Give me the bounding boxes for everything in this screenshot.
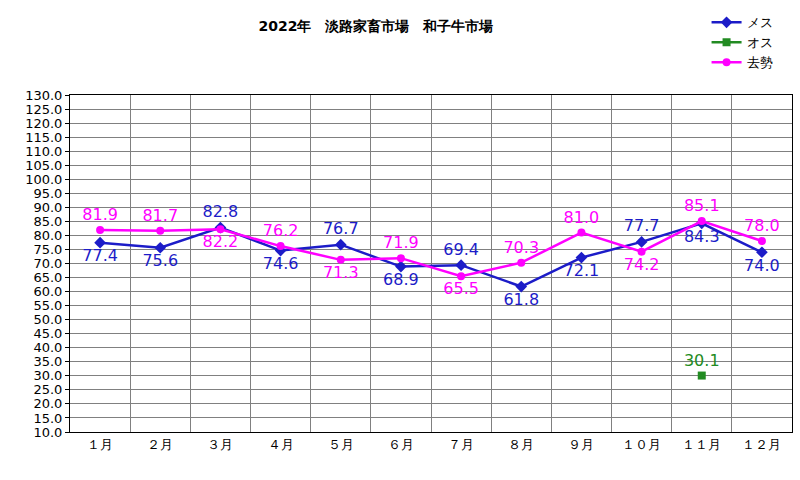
- svg-text:70.3: 70.3: [503, 238, 539, 257]
- svg-text:74.6: 74.6: [263, 254, 299, 273]
- svg-text:１１月: １１月: [682, 437, 721, 452]
- svg-text:50.0: 50.0: [33, 312, 62, 327]
- svg-text:95.0: 95.0: [33, 186, 62, 201]
- svg-text:25.0: 25.0: [33, 382, 62, 397]
- svg-text:90.0: 90.0: [33, 200, 62, 215]
- svg-text:130.0: 130.0: [25, 88, 62, 103]
- svg-text:85.0: 85.0: [33, 214, 62, 229]
- svg-text:７月: ７月: [448, 437, 474, 452]
- svg-text:１２月: １２月: [742, 437, 781, 452]
- svg-text:30.1: 30.1: [684, 351, 720, 370]
- svg-text:オス: オス: [747, 35, 773, 50]
- svg-text:60.0: 60.0: [33, 284, 62, 299]
- svg-text:メス: メス: [747, 15, 773, 30]
- svg-text:85.1: 85.1: [684, 196, 720, 215]
- svg-text:15.0: 15.0: [33, 411, 62, 426]
- svg-text:69.4: 69.4: [443, 240, 479, 259]
- svg-text:４月: ４月: [268, 437, 294, 452]
- svg-text:77.7: 77.7: [624, 216, 660, 235]
- svg-text:84.3: 84.3: [684, 227, 720, 246]
- svg-text:105.0: 105.0: [25, 158, 62, 173]
- svg-text:１０月: １０月: [622, 437, 661, 452]
- svg-text:20.0: 20.0: [33, 396, 62, 411]
- svg-text:35.0: 35.0: [33, 354, 62, 369]
- svg-text:2022年 淡路家畜市場 和子牛市場: 2022年 淡路家畜市場 和子牛市場: [259, 18, 494, 34]
- svg-text:５月: ５月: [328, 437, 354, 452]
- svg-text:115.0: 115.0: [25, 130, 62, 145]
- svg-text:78.0: 78.0: [744, 216, 780, 235]
- svg-text:81.0: 81.0: [564, 208, 600, 227]
- svg-text:81.9: 81.9: [82, 205, 118, 224]
- svg-text:45.0: 45.0: [33, 326, 62, 341]
- svg-text:71.9: 71.9: [383, 233, 419, 252]
- svg-text:76.7: 76.7: [323, 219, 359, 238]
- svg-text:68.9: 68.9: [383, 270, 419, 289]
- svg-text:６月: ６月: [388, 437, 414, 452]
- svg-text:３月: ３月: [207, 437, 233, 452]
- svg-text:去勢: 去勢: [747, 55, 773, 70]
- svg-text:８月: ８月: [508, 437, 534, 452]
- svg-text:２月: ２月: [147, 437, 173, 452]
- svg-text:40.0: 40.0: [33, 340, 62, 355]
- svg-text:110.0: 110.0: [25, 144, 62, 159]
- svg-text:10.0: 10.0: [33, 425, 62, 440]
- svg-text:74.2: 74.2: [624, 255, 660, 274]
- svg-text:76.2: 76.2: [263, 221, 299, 240]
- svg-text:120.0: 120.0: [25, 116, 62, 131]
- svg-text:81.7: 81.7: [142, 206, 178, 225]
- svg-text:77.4: 77.4: [82, 246, 118, 265]
- svg-text:71.3: 71.3: [323, 263, 359, 282]
- svg-text:80.0: 80.0: [33, 228, 62, 243]
- svg-text:125.0: 125.0: [25, 102, 62, 117]
- svg-text:９月: ９月: [568, 437, 594, 452]
- svg-text:61.8: 61.8: [503, 290, 539, 309]
- svg-text:70.0: 70.0: [33, 256, 62, 271]
- svg-text:75.6: 75.6: [142, 251, 178, 270]
- svg-text:65.0: 65.0: [33, 270, 62, 285]
- svg-text:72.1: 72.1: [564, 261, 600, 280]
- svg-text:100.0: 100.0: [25, 172, 62, 187]
- svg-text:65.5: 65.5: [443, 279, 479, 298]
- svg-text:55.0: 55.0: [33, 298, 62, 313]
- svg-text:１月: １月: [87, 437, 113, 452]
- svg-text:30.0: 30.0: [33, 368, 62, 383]
- svg-text:75.0: 75.0: [33, 242, 62, 257]
- svg-text:74.0: 74.0: [744, 256, 780, 275]
- svg-text:82.8: 82.8: [203, 202, 239, 221]
- svg-text:82.2: 82.2: [203, 232, 239, 251]
